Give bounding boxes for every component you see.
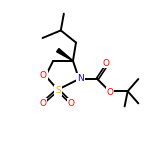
- Text: O: O: [102, 59, 109, 68]
- Text: O: O: [39, 99, 46, 108]
- Text: O: O: [40, 71, 47, 80]
- Text: O: O: [68, 99, 75, 108]
- Polygon shape: [57, 48, 73, 61]
- Text: O: O: [107, 88, 114, 97]
- Text: S: S: [55, 86, 61, 95]
- Text: N: N: [77, 74, 84, 83]
